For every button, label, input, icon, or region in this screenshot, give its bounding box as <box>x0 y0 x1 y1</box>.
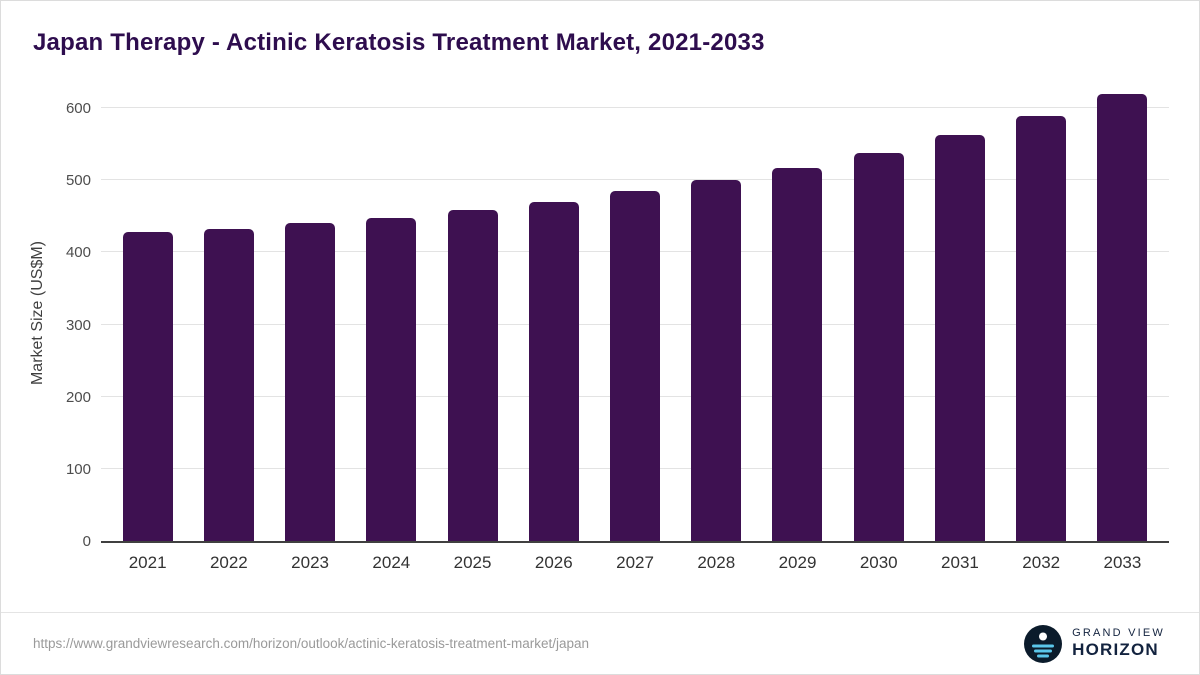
y-tick-label: 200 <box>65 388 91 406</box>
grand-view-horizon-icon <box>1024 624 1063 663</box>
bar-2027 <box>610 191 661 541</box>
bar-column <box>513 83 594 541</box>
chart-title: Japan Therapy - Actinic Keratosis Treatm… <box>33 29 765 56</box>
footer: https://www.grandviewresearch.com/horizo… <box>1 612 1199 674</box>
bar-column <box>838 83 919 541</box>
x-tick-label: 2025 <box>453 553 492 572</box>
x-axis-labels: 2021 2022 2023 2024 2025 2026 2027 2028 2029 2030… <box>101 553 1169 573</box>
plot-wrap: 2021 2022 2023 2024 2025 2026 2027 2028 2029 2030… <box>101 83 1169 573</box>
bar-2021 <box>122 232 173 541</box>
x-tick-label: 2021 <box>128 553 167 572</box>
bar-column <box>351 83 432 541</box>
x-tick-label: 2024 <box>372 553 411 572</box>
bar-2022 <box>203 228 254 541</box>
x-tick-label: 2028 <box>697 553 736 572</box>
bar-2029 <box>772 167 823 541</box>
bar-2028 <box>691 180 742 541</box>
y-tick-label: 600 <box>65 100 91 117</box>
bar-2033 <box>1097 94 1148 541</box>
brand-name-top: GRAND VIEW <box>1072 627 1165 640</box>
chart-area: Market Size (US$M) 0 100 200 300 400 500 600 2… <box>23 83 1169 573</box>
y-axis-title-wrap: Market Size (US$M) <box>23 83 53 543</box>
bar-2031 <box>934 135 985 541</box>
x-tick-label: 2022 <box>209 553 248 572</box>
gridline <box>101 107 1169 108</box>
x-tick-label: 2029 <box>778 553 817 572</box>
bar-column <box>107 83 188 541</box>
y-axis-title: Market Size (US$M) <box>29 240 46 386</box>
y-tick-label: 400 <box>65 244 91 262</box>
y-tick-label: 0 <box>82 533 91 550</box>
bar-2030 <box>853 152 904 541</box>
bar-column <box>757 83 838 541</box>
bar-2026 <box>528 201 579 541</box>
bar-column <box>919 83 1000 541</box>
x-tick-label: 2033 <box>1103 553 1142 572</box>
y-axis-ticks: 0 100 200 300 400 500 600 <box>53 83 101 550</box>
bar-column <box>1082 83 1163 541</box>
bar-2024 <box>366 217 417 541</box>
plot-area <box>101 83 1169 543</box>
x-tick-label: 2032 <box>1022 553 1061 572</box>
y-tick-label: 500 <box>65 172 91 190</box>
brand-text: GRAND VIEW HORIZON <box>1072 627 1165 659</box>
bar-2025 <box>447 210 498 541</box>
bars-row <box>101 83 1169 541</box>
x-tick-label: 2026 <box>534 553 573 572</box>
x-tick-label: 2027 <box>616 553 654 572</box>
bar-column <box>432 83 513 541</box>
bar-2023 <box>285 223 336 541</box>
bar-column <box>676 83 757 541</box>
bar-column <box>269 83 350 541</box>
bar-column <box>1001 83 1082 541</box>
brand-logo: GRAND VIEW HORIZON <box>1024 624 1165 663</box>
x-tick-label: 2030 <box>859 553 898 572</box>
brand-name-bottom: HORIZON <box>1072 640 1159 660</box>
x-tick-label: 2031 <box>941 553 979 572</box>
y-tick-label: 300 <box>65 316 91 334</box>
y-tick-label: 100 <box>65 460 91 478</box>
bar-column <box>188 83 269 541</box>
x-tick-label: 2023 <box>291 553 329 572</box>
source-url: https://www.grandviewresearch.com/horizo… <box>33 636 589 651</box>
bar-column <box>594 83 675 541</box>
gridline <box>101 179 1169 181</box>
bar-2032 <box>1016 115 1067 541</box>
